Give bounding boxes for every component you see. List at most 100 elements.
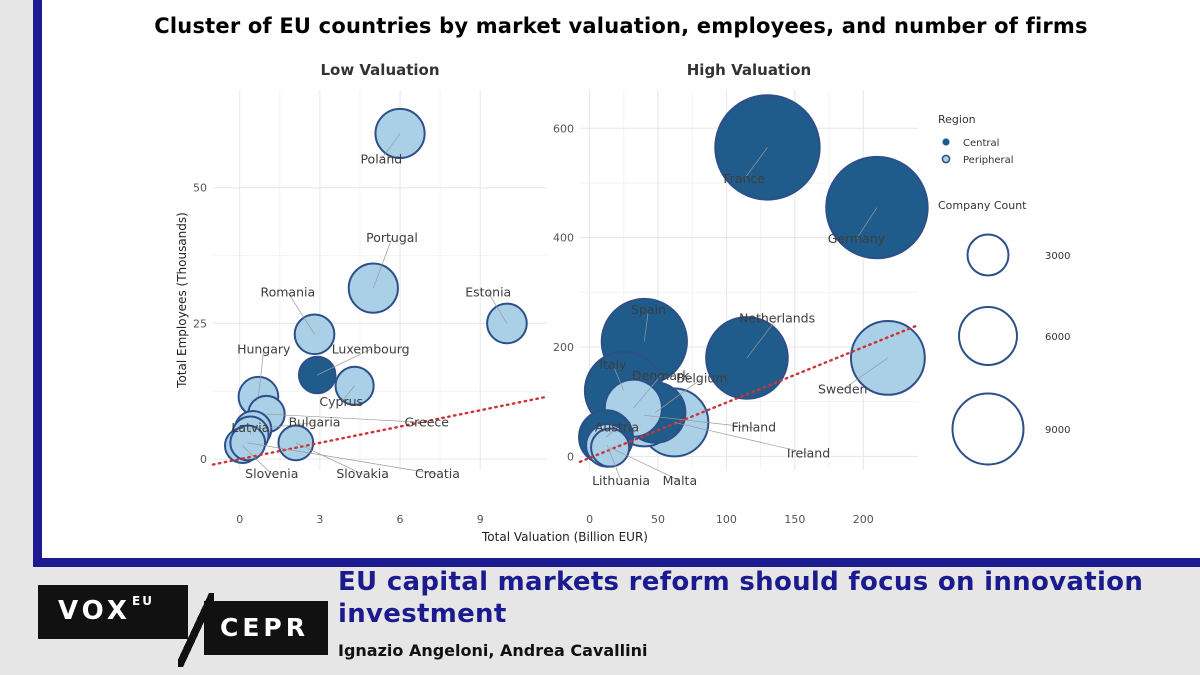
leader-line-ireland xyxy=(674,422,809,454)
trend-line xyxy=(211,395,549,466)
leader-line-france xyxy=(743,147,768,180)
label-france: France xyxy=(723,171,765,186)
y-axis-label: Total Employees (Thousands) xyxy=(175,212,189,389)
leader-line-hungary xyxy=(258,349,265,397)
label-slovakia: Slovakia xyxy=(336,466,388,481)
x-tick-label: 50 xyxy=(651,513,665,526)
size-legend-label-3000: 3000 xyxy=(1045,251,1070,262)
article-authors: Ignazio Angeloni, Andrea Cavallini xyxy=(338,641,648,660)
panel-low-valuation: 0 3 6 9 0 25 50 Low Valuation Poland Portugal Esto… xyxy=(193,61,549,526)
label-germany: Germany xyxy=(828,231,886,246)
label-italy: Italy xyxy=(599,357,627,372)
leader-line-romania xyxy=(287,292,315,335)
leader-line-lithuania xyxy=(607,445,622,481)
logo-cepr-text: CEPR xyxy=(220,613,309,642)
leader-line-sweden xyxy=(842,357,889,390)
leader-line-estonia xyxy=(487,292,508,324)
size-legend-label-6000: 6000 xyxy=(1045,332,1070,343)
label-belgium: Belgium xyxy=(676,371,727,386)
label-spain: Spain xyxy=(631,302,666,317)
label-poland: Poland xyxy=(360,151,402,166)
label-sweden: Sweden xyxy=(818,381,867,396)
leader-line-bulgaria xyxy=(253,422,315,430)
leader-line-spain xyxy=(643,310,649,342)
bubble-france[interactable] xyxy=(714,94,821,201)
vox-logo-box: VOX EU xyxy=(38,585,188,639)
leader-line-malta xyxy=(609,447,681,482)
y-tick-label: 200 xyxy=(553,341,574,354)
label-austria: Austria xyxy=(595,420,639,435)
label-bulgaria: Bulgaria xyxy=(289,415,341,430)
logo-eu-text: EU xyxy=(132,594,154,608)
x-tick-label: 3 xyxy=(316,513,323,526)
label-lithuania: Lithuania xyxy=(592,473,650,488)
leader-line-belgium xyxy=(655,378,702,413)
x-tick-label: 150 xyxy=(784,513,805,526)
label-romania: Romania xyxy=(260,284,315,299)
x-axis-label: Total Valuation (Billion EUR) xyxy=(481,530,648,544)
label-malta: Malta xyxy=(663,473,697,488)
leader-line-cyprus xyxy=(340,385,355,403)
panel-title: Low Valuation xyxy=(320,61,439,79)
chart-frame xyxy=(33,0,1200,567)
leader-line-greece xyxy=(266,413,427,423)
leader-line-finland xyxy=(644,414,754,429)
label-croatia: Croatia xyxy=(415,466,460,481)
legend-size-title: Company Count xyxy=(938,199,1027,212)
legend: Region Central Peripheral Company Count … xyxy=(938,113,1070,466)
x-tick-label: 0 xyxy=(236,513,243,526)
y-tick-label: 25 xyxy=(193,317,207,330)
label-slovenia: Slovenia xyxy=(245,466,298,481)
logo-vox-text: VOX xyxy=(58,596,131,626)
trend-line xyxy=(578,323,920,463)
cepr-logo-box: CEPR xyxy=(204,601,328,655)
legend-region-title: Region xyxy=(938,113,976,126)
y-tick-label: 50 xyxy=(193,182,207,195)
label-hungary: Hungary xyxy=(237,341,291,356)
article-headline[interactable]: EU capital markets reform should focus o… xyxy=(338,567,1144,629)
label-greece: Greece xyxy=(405,415,450,430)
size-legend-label-9000: 9000 xyxy=(1045,425,1070,436)
leader-line-netherlands xyxy=(746,318,778,359)
leader-line-italy xyxy=(612,364,625,391)
legend-label-peripheral: Peripheral xyxy=(963,155,1014,166)
leader-line-germany xyxy=(856,207,878,240)
chart-title: Cluster of EU countries by market valuat… xyxy=(154,14,1088,38)
label-ireland: Ireland xyxy=(787,445,830,460)
leader-line-croatia xyxy=(247,442,438,475)
leader-line-slovakia xyxy=(295,442,363,475)
size-legend-circle-6000 xyxy=(958,306,1018,366)
label-latvia: Latvia xyxy=(231,420,269,435)
leader-line-austria xyxy=(605,427,618,438)
x-tick-label: 0 xyxy=(586,513,593,526)
leader-line-portugal xyxy=(372,237,393,289)
label-cyprus: Cyprus xyxy=(319,394,363,409)
leader-line-luxembourg xyxy=(317,348,371,376)
legend-swatch-central xyxy=(942,138,950,146)
bubble-chart: 0 3 6 9 0 25 50 Low Valuation Poland Portugal Esto… xyxy=(175,61,1070,544)
x-tick-label: 100 xyxy=(716,513,737,526)
legend-swatch-peripheral xyxy=(941,154,951,164)
leader-line-slovenia xyxy=(242,445,273,475)
leader-line-poland xyxy=(381,133,401,160)
panel-high-valuation: 0 50 100 150 200 0 200 400 600 High Valuation Fran… xyxy=(553,61,929,526)
x-tick-label: 200 xyxy=(853,513,874,526)
y-tick-label: 0 xyxy=(567,450,574,463)
bubble-portugal[interactable] xyxy=(347,262,399,314)
label-finland: Finland xyxy=(731,420,776,435)
label-denmark: Denmark xyxy=(632,368,690,383)
y-tick-label: 600 xyxy=(553,122,574,135)
y-tick-label: 400 xyxy=(553,232,574,245)
legend-label-central: Central xyxy=(963,138,999,149)
leader-line-denmark xyxy=(633,375,662,409)
x-tick-label: 6 xyxy=(397,513,404,526)
x-tick-label: 9 xyxy=(477,513,484,526)
label-luxembourg: Luxembourg xyxy=(332,341,410,356)
y-tick-label: 0 xyxy=(200,453,207,466)
size-legend-circle-3000 xyxy=(966,233,1010,277)
label-netherlands: Netherlands xyxy=(739,310,815,325)
label-portugal: Portugal xyxy=(366,230,418,245)
label-estonia: Estonia xyxy=(465,284,511,299)
panel-title: High Valuation xyxy=(687,61,811,79)
size-legend-circle-9000 xyxy=(951,392,1025,466)
